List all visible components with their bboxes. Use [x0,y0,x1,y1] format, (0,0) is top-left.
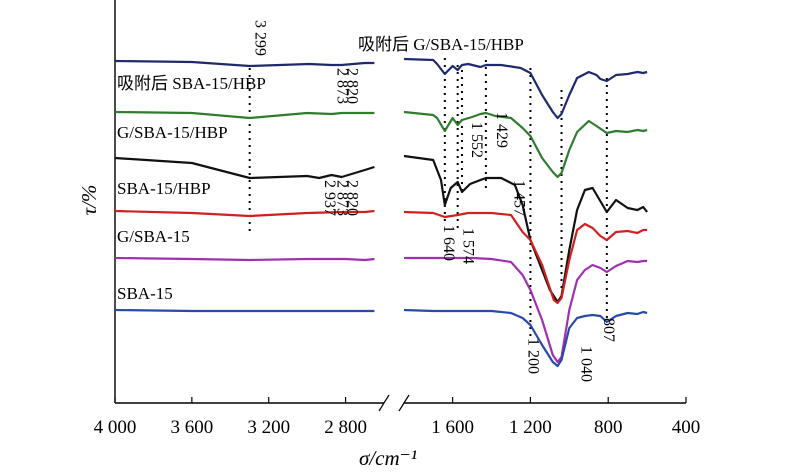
series-line-1-left [114,59,375,68]
series-label-g-sba15: G/SBA-15 [117,227,190,246]
peak-label: 3 299 [252,20,269,56]
peak-label: 1 640 [440,225,457,261]
x-tick-label: 1 600 [431,417,474,438]
series-line-4-right [403,210,648,305]
peak-label: 1 552 [468,122,485,158]
x-tick-label: 1 200 [509,417,552,438]
peak-label: 807 [600,318,617,342]
peak-label: 1 040 [578,346,595,382]
peak-label: 2 820 [344,68,361,104]
x-tick-label: 3 600 [170,417,213,438]
series-label-g-sba15-hbp: G/SBA-15/HBP [117,123,228,142]
peak-label: 1 574 [460,228,477,264]
x-tick-label: 800 [594,417,623,438]
x-axis-title: σ/cm⁻¹ [359,446,417,470]
peak-label: 2 873 [334,68,351,104]
peak-label: 1 457 [510,180,527,216]
series-line-2-left [114,110,375,120]
series-line-6-left [114,308,375,313]
series-line-2-right [403,110,648,179]
series-label-adsorbed-sba15-hbp: 吸附后 SBA-15/HBP [117,74,266,93]
peak-label: 1 200 [524,338,541,374]
x-tick-label: 2 800 [324,417,367,438]
y-axis-title: τ/% [77,185,101,216]
axis-break-mark [378,394,410,412]
series-label-sba15: SBA-15 [117,284,173,303]
series-line-5-left [114,256,375,262]
series-line-4-left [114,209,375,218]
peak-label: 1 429 [493,112,510,148]
series-line-3-right [403,154,648,304]
series-label-sba15-hbp: SBA-15/HBP [117,179,211,198]
peak-label: 2 937 [321,180,338,216]
series-line-6-right [403,308,648,368]
series-label-adsorbed-g-sba15-hbp: 吸附后 G/SBA-15/HBP [358,35,524,54]
x-tick-label: 3 200 [247,417,290,438]
x-tick-label: 4 000 [94,417,137,438]
series-line-1-right [403,57,648,120]
peak-label: 2 873 [334,180,351,216]
x-tick-label: 400 [672,417,701,438]
series-line-3-left [114,156,375,180]
peak-label: 2 820 [344,180,361,216]
